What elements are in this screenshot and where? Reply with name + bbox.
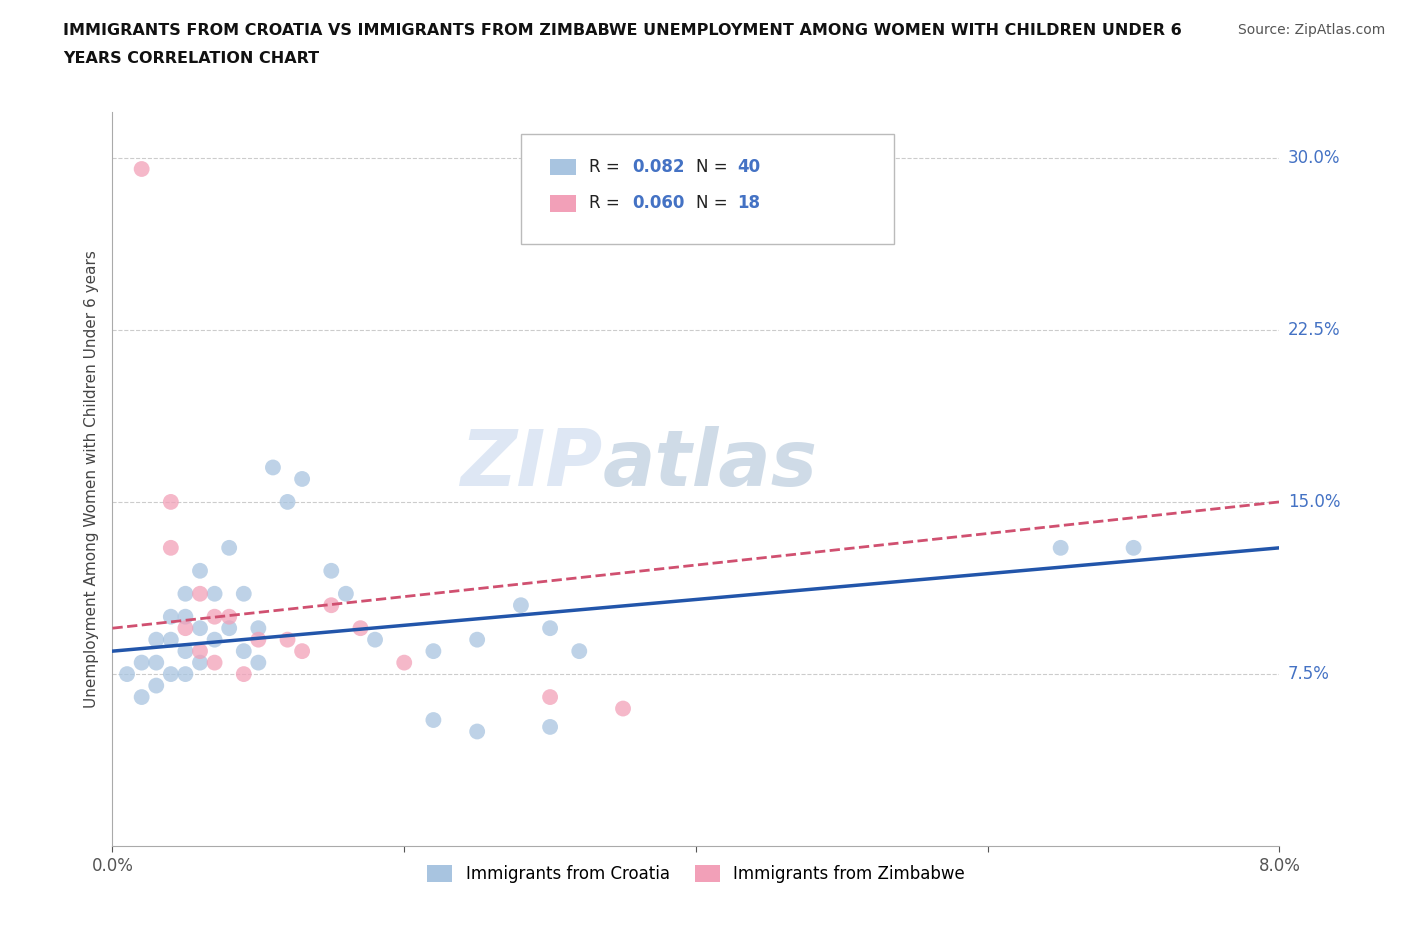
- Point: [174, 644, 197, 658]
- Point: [335, 586, 357, 601]
- Point: [204, 586, 226, 601]
- Point: [422, 644, 444, 658]
- Legend: Immigrants from Croatia, Immigrants from Zimbabwe: Immigrants from Croatia, Immigrants from…: [420, 857, 972, 889]
- Point: [321, 564, 343, 578]
- Point: [145, 632, 167, 647]
- Point: [349, 620, 371, 635]
- Text: 40: 40: [737, 158, 759, 176]
- Point: [612, 701, 634, 716]
- Text: YEARS CORRELATION CHART: YEARS CORRELATION CHART: [63, 51, 319, 66]
- Text: 7.5%: 7.5%: [1288, 665, 1330, 684]
- Point: [465, 632, 488, 647]
- Point: [218, 540, 240, 555]
- Point: [364, 632, 387, 647]
- Text: 15.0%: 15.0%: [1288, 493, 1340, 511]
- Point: [509, 598, 531, 613]
- Point: [188, 656, 211, 671]
- Point: [247, 656, 270, 671]
- Point: [568, 644, 591, 658]
- FancyBboxPatch shape: [550, 159, 576, 175]
- Point: [247, 632, 270, 647]
- Point: [188, 644, 211, 658]
- Point: [465, 724, 488, 739]
- Y-axis label: Unemployment Among Women with Children Under 6 years: Unemployment Among Women with Children U…: [84, 250, 100, 708]
- Point: [204, 656, 226, 671]
- Point: [188, 620, 211, 635]
- Point: [232, 667, 254, 682]
- Point: [276, 632, 298, 647]
- Point: [174, 620, 197, 635]
- Text: 30.0%: 30.0%: [1288, 149, 1340, 166]
- Text: ZIP: ZIP: [460, 426, 603, 502]
- Text: 0.082: 0.082: [631, 158, 685, 176]
- Point: [394, 656, 416, 671]
- Point: [204, 632, 226, 647]
- Text: 0.060: 0.060: [631, 194, 685, 212]
- Point: [276, 495, 298, 510]
- Text: N =: N =: [696, 194, 733, 212]
- Text: Source: ZipAtlas.com: Source: ZipAtlas.com: [1237, 23, 1385, 37]
- Point: [188, 564, 211, 578]
- FancyBboxPatch shape: [520, 134, 894, 244]
- Point: [232, 644, 254, 658]
- Text: 22.5%: 22.5%: [1288, 321, 1340, 339]
- Point: [538, 720, 561, 735]
- Point: [145, 656, 167, 671]
- Point: [131, 690, 153, 705]
- Point: [218, 620, 240, 635]
- Point: [115, 667, 138, 682]
- Point: [131, 162, 153, 177]
- Point: [321, 598, 343, 613]
- Text: R =: R =: [589, 194, 624, 212]
- Point: [145, 678, 167, 693]
- Point: [160, 632, 183, 647]
- Point: [218, 609, 240, 624]
- Point: [538, 620, 561, 635]
- Point: [291, 472, 314, 486]
- Point: [538, 690, 561, 705]
- Point: [160, 667, 183, 682]
- Point: [262, 460, 284, 475]
- Point: [160, 540, 183, 555]
- Point: [160, 495, 183, 510]
- Text: atlas: atlas: [603, 426, 818, 502]
- Point: [174, 667, 197, 682]
- Point: [204, 609, 226, 624]
- Point: [247, 620, 270, 635]
- Point: [291, 644, 314, 658]
- Point: [131, 656, 153, 671]
- Text: 18: 18: [737, 194, 759, 212]
- Point: [174, 609, 197, 624]
- Point: [188, 586, 211, 601]
- Point: [422, 712, 444, 727]
- Point: [1049, 540, 1071, 555]
- Text: IMMIGRANTS FROM CROATIA VS IMMIGRANTS FROM ZIMBABWE UNEMPLOYMENT AMONG WOMEN WIT: IMMIGRANTS FROM CROATIA VS IMMIGRANTS FR…: [63, 23, 1182, 38]
- Point: [174, 586, 197, 601]
- Text: N =: N =: [696, 158, 733, 176]
- Point: [232, 586, 254, 601]
- Point: [160, 609, 183, 624]
- FancyBboxPatch shape: [550, 195, 576, 211]
- Point: [1122, 540, 1144, 555]
- Text: R =: R =: [589, 158, 624, 176]
